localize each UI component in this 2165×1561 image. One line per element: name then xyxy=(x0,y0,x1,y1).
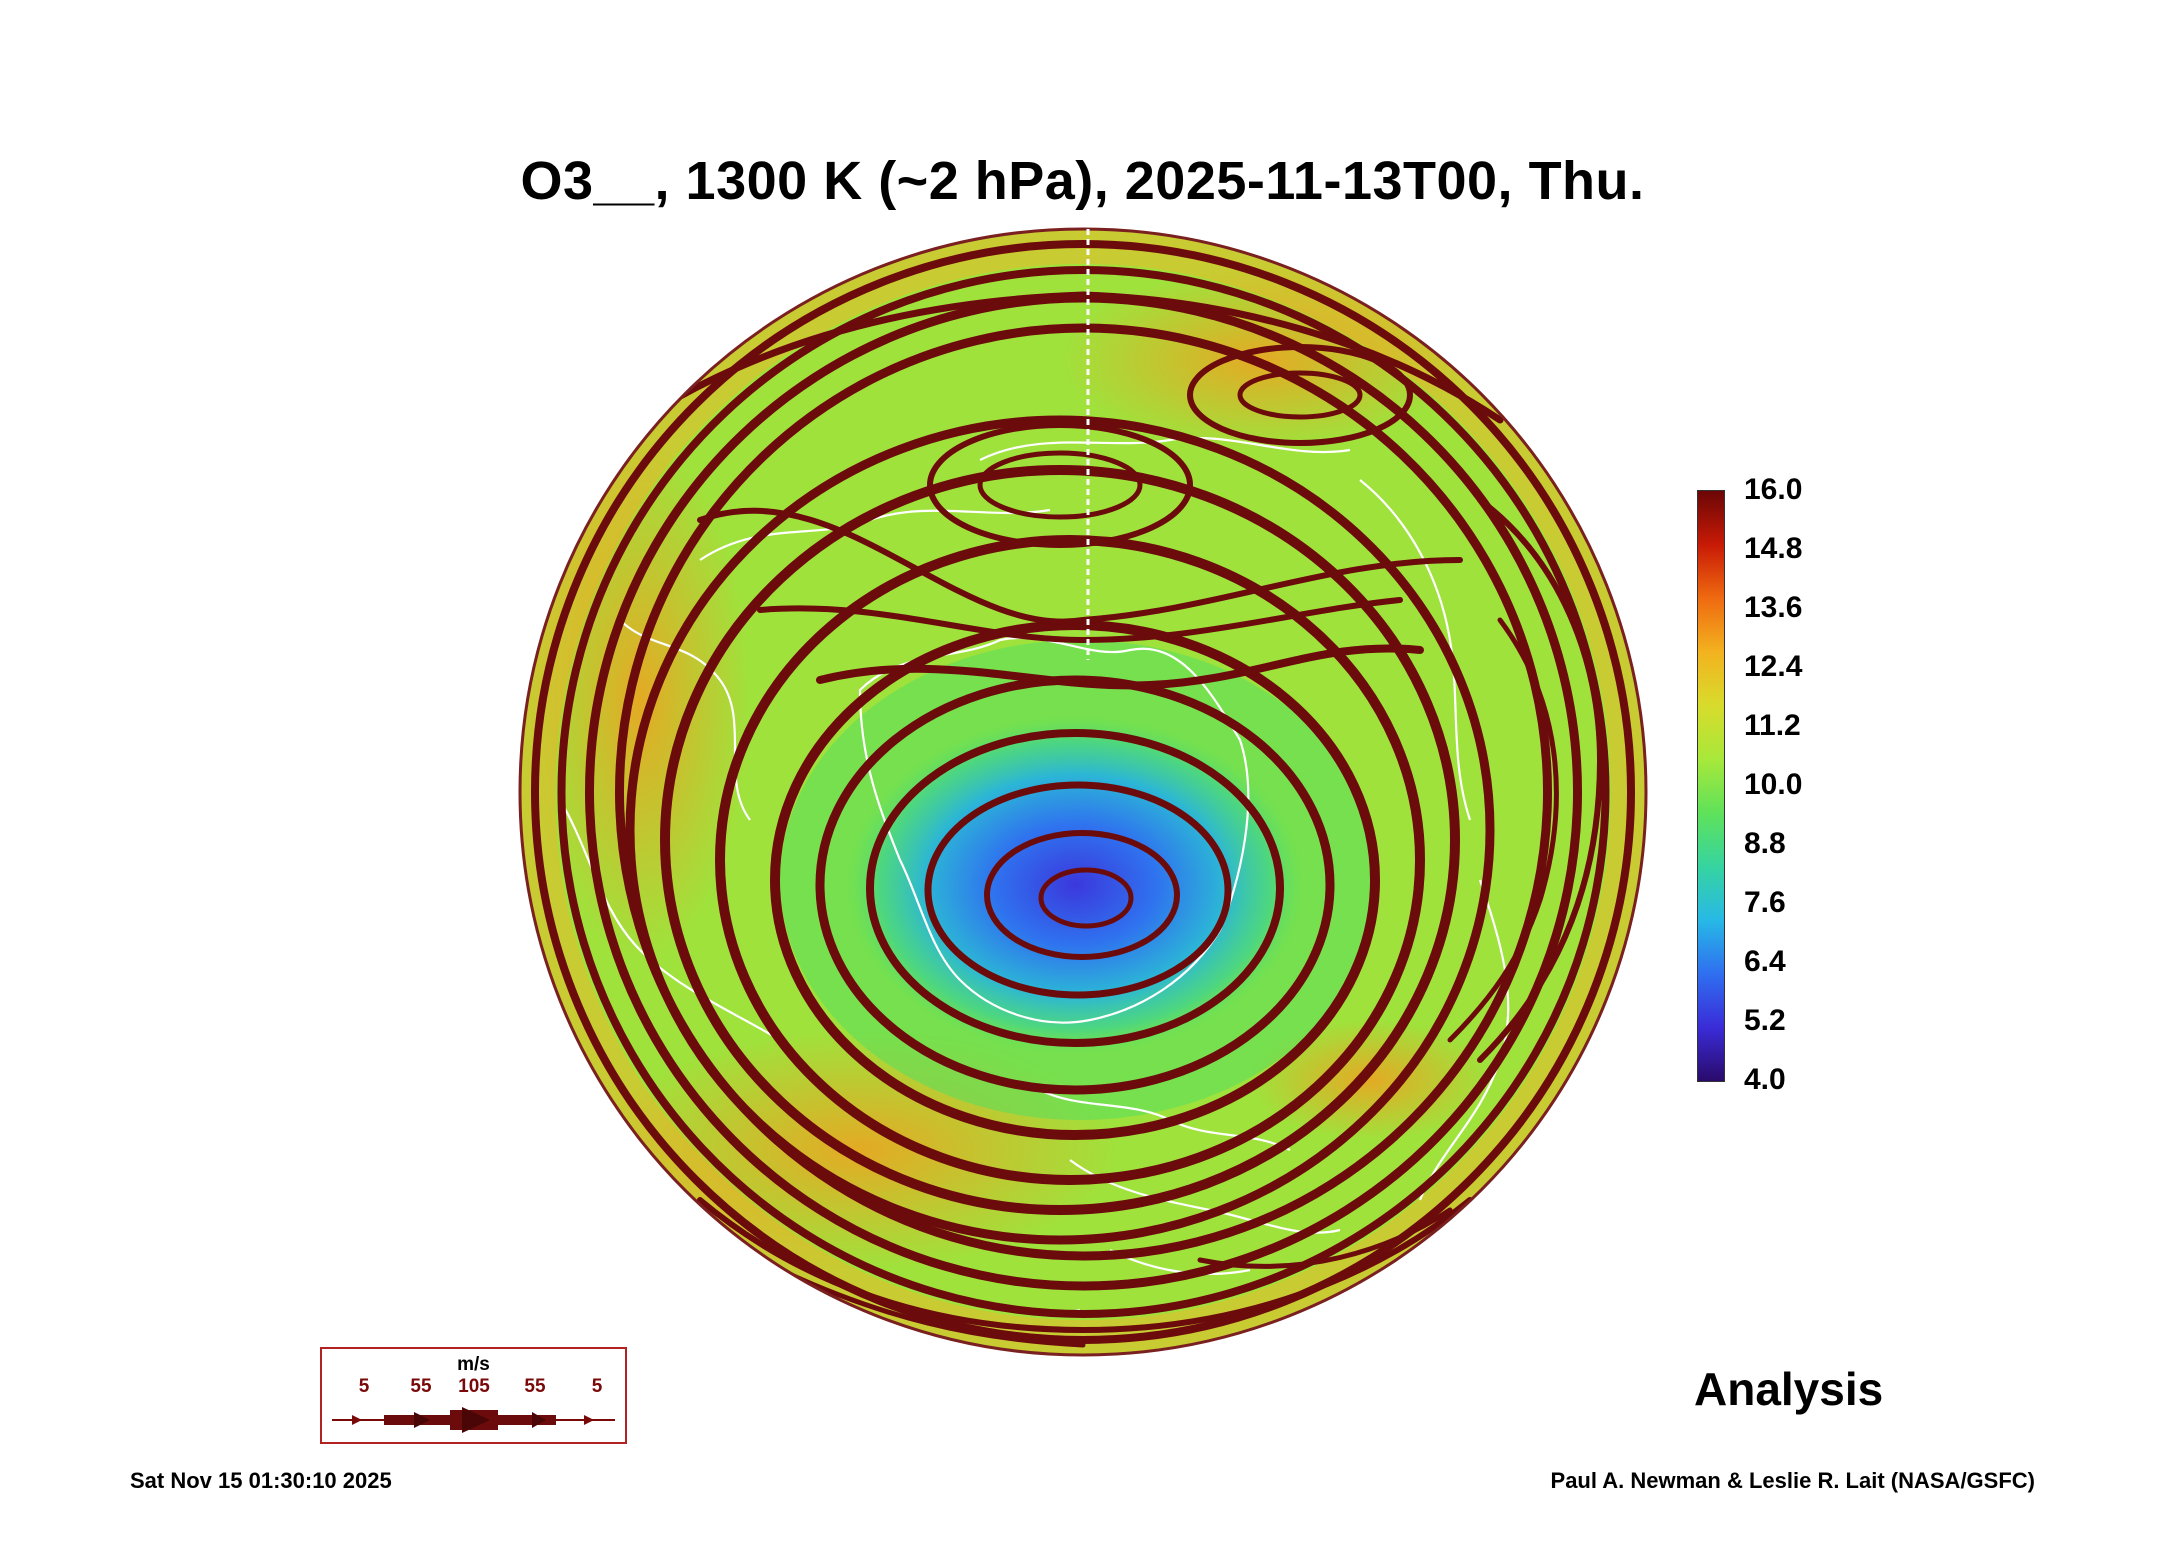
wind-tick-label: 5 xyxy=(358,1376,370,1397)
generation-timestamp: Sat Nov 15 01:30:10 2025 xyxy=(130,1468,392,1493)
map-title: O3__, 1300 K (~2 hPa), 2025-11-13T00, Th… xyxy=(520,151,1645,211)
wind-tick-label: 105 xyxy=(458,1376,490,1397)
wind-tick-label: 5 xyxy=(591,1376,603,1397)
colorbar xyxy=(1697,490,1725,1082)
colorbar-tick-label: 13.6 xyxy=(1744,591,1803,624)
colorbar-tick-label: 11.2 xyxy=(1744,709,1801,742)
colorbar-tick-label: 10.0 xyxy=(1744,768,1803,801)
colorbar-tick-label: 6.4 xyxy=(1744,945,1786,978)
wind-tick-label: 55 xyxy=(410,1376,432,1397)
colorbar-tick-label: 7.6 xyxy=(1744,886,1786,919)
colorbar-tick-label: 8.8 xyxy=(1744,827,1786,860)
analysis-label: Analysis xyxy=(1694,1363,1884,1415)
wind-tick-label: 55 xyxy=(524,1376,546,1397)
wind-unit-label: m/s xyxy=(457,1354,490,1375)
globe xyxy=(518,227,1648,1357)
wind-legend-graphic xyxy=(332,1407,615,1433)
streamlines xyxy=(531,240,1635,1348)
colorbar-tick-label: 5.2 xyxy=(1744,1004,1786,1037)
credit-text: Paul A. Newman & Leslie R. Lait (NASA/GS… xyxy=(1550,1468,2035,1493)
colorbar-tick-label: 14.8 xyxy=(1744,532,1803,565)
colorbar-tick-label: 16.0 xyxy=(1744,473,1803,506)
globe-edge xyxy=(518,227,1648,1357)
colorbar-tick-label: 4.0 xyxy=(1744,1063,1786,1096)
colorbar-tick-label: 12.4 xyxy=(1744,650,1803,683)
low-ozone-core xyxy=(845,715,1305,1055)
high-ozone-east xyxy=(1250,1020,1490,1140)
wind-speed-legend: m/s 5 55 105 55 5 xyxy=(320,1347,627,1444)
